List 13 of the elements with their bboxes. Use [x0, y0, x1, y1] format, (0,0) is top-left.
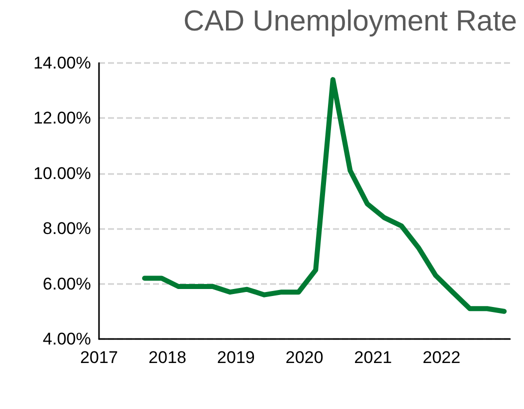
- x-tick-label: 2022: [422, 348, 460, 367]
- y-tick-label: 14.00%: [33, 54, 91, 72]
- y-tick-label: 10.00%: [33, 164, 91, 183]
- y-tick-label: 8.00%: [42, 219, 91, 238]
- chart-title: CAD Unemployment Rate: [183, 6, 518, 38]
- x-tick-label: 2019: [217, 348, 255, 367]
- y-tick-label: 12.00%: [33, 108, 91, 128]
- x-tick-label: 2020: [285, 348, 324, 367]
- x-tick-label: 2018: [148, 348, 186, 367]
- y-tick-label: 4.00%: [42, 330, 91, 348]
- x-tick-label: 2017: [80, 348, 118, 367]
- y-tick-label: 6.00%: [42, 274, 91, 294]
- x-tick-label: 2021: [354, 348, 392, 367]
